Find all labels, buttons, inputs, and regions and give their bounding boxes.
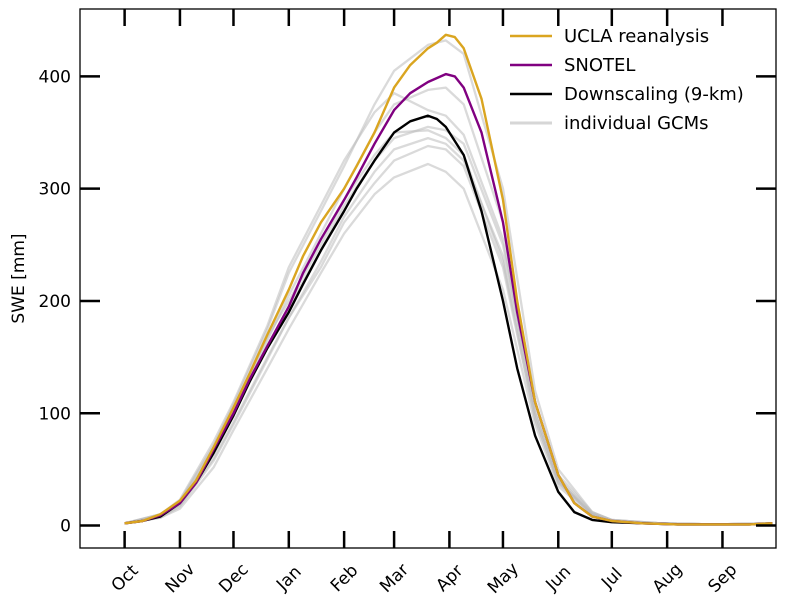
x-tick-label: Sep	[705, 560, 742, 597]
gcm-line-3	[124, 162, 773, 526]
x-tick-label: Aug	[649, 560, 687, 598]
gcm-line-5	[124, 129, 773, 526]
legend-label: UCLA reanalysis	[564, 26, 709, 47]
x-tick-label: Dec	[215, 560, 252, 597]
y-tick-label: 0	[60, 517, 71, 537]
gcm-line-8	[124, 144, 773, 526]
downscaling-9-km-line	[124, 114, 773, 526]
x-tick-label: Apr	[432, 561, 467, 596]
x-tick-label: Jun	[542, 562, 576, 596]
gcm-line-7	[124, 92, 773, 526]
series-lines	[124, 33, 773, 526]
y-axis-label: SWE [mm]	[9, 233, 29, 323]
plot-frame	[79, 8, 777, 549]
y-ticks: 0 100 200 300 400	[39, 67, 776, 537]
x-tick-label: Feb	[327, 561, 362, 596]
x-tick-label: Jul	[597, 564, 626, 593]
gcm-line-6	[124, 125, 773, 526]
x-tick-label: Nov	[162, 560, 200, 598]
legend: UCLA reanalysis SNOTEL Downscaling (9-km) i…	[510, 26, 744, 134]
y-tick-label: 100	[39, 404, 71, 424]
x-tick-label: Mar	[376, 560, 413, 597]
x-tick-label: Oct	[108, 561, 143, 596]
legend-label: individual GCMs	[564, 113, 709, 134]
legend-label: Downscaling (9-km)	[564, 84, 744, 105]
legend-label: SNOTEL	[564, 55, 635, 76]
ucla-reanalysis-line	[124, 33, 773, 526]
x-tick-label: May	[484, 559, 523, 598]
y-tick-label: 300	[39, 180, 71, 200]
y-tick-label: 400	[39, 67, 71, 87]
gcm-line-4	[124, 136, 773, 526]
x-tick-label: Jan	[272, 562, 305, 595]
y-tick-label: 200	[39, 292, 71, 312]
